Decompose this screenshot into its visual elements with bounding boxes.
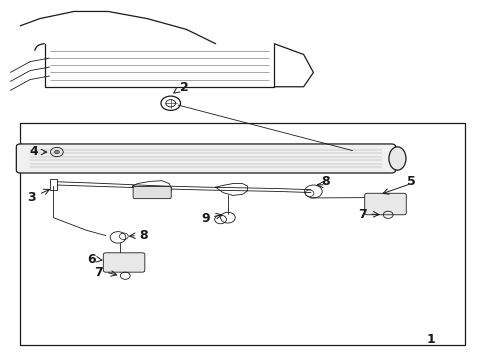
- Circle shape: [54, 150, 59, 154]
- Text: 8: 8: [139, 229, 147, 242]
- Text: 1: 1: [426, 333, 435, 346]
- Text: 5: 5: [407, 175, 416, 188]
- Text: 4: 4: [29, 145, 38, 158]
- FancyBboxPatch shape: [16, 144, 395, 173]
- FancyBboxPatch shape: [133, 186, 171, 199]
- Text: 3: 3: [27, 191, 36, 204]
- Text: 2: 2: [179, 81, 188, 94]
- FancyBboxPatch shape: [103, 253, 145, 272]
- Bar: [49, 179, 57, 190]
- Text: 7: 7: [94, 266, 103, 279]
- Text: 6: 6: [87, 253, 96, 266]
- Text: 9: 9: [201, 212, 210, 225]
- FancyBboxPatch shape: [365, 193, 406, 215]
- Text: 7: 7: [358, 208, 367, 221]
- Text: 8: 8: [321, 175, 330, 188]
- Ellipse shape: [389, 147, 406, 170]
